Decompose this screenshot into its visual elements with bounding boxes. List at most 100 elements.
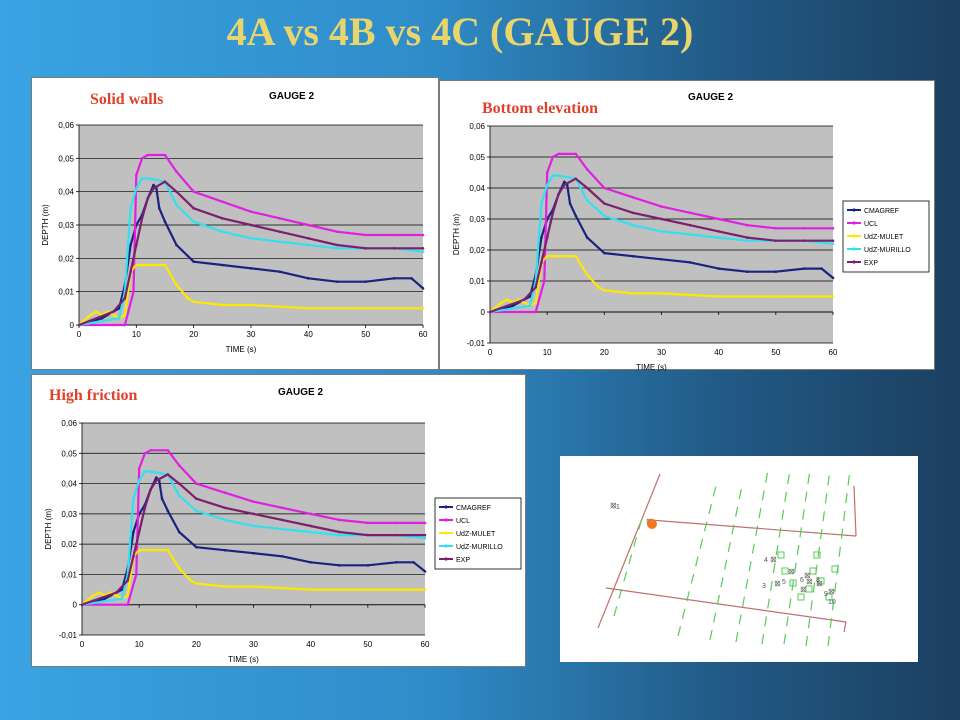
data-point-udz-murillo bbox=[528, 304, 532, 308]
data-point-ucl bbox=[223, 491, 227, 494]
data-point-cmagref bbox=[820, 267, 823, 270]
data-point-ucl bbox=[831, 227, 835, 230]
probe-box bbox=[817, 577, 825, 585]
data-point-exp bbox=[249, 223, 253, 227]
data-point-cmagref bbox=[278, 270, 281, 273]
data-point-cmagref bbox=[366, 564, 370, 567]
gauge-label: 6 bbox=[800, 577, 804, 584]
panel-label-solid-walls: Solid walls bbox=[90, 91, 164, 108]
data-point-udz-mulet bbox=[309, 588, 312, 591]
data-point-ucl bbox=[393, 233, 396, 237]
data-point-exp bbox=[123, 297, 127, 300]
data-point-exp bbox=[366, 533, 370, 537]
data-point-ucl bbox=[803, 227, 806, 230]
data-point-cmagref bbox=[163, 220, 167, 223]
legend-label: UdZ-MULET bbox=[456, 531, 496, 538]
data-point-ucl bbox=[307, 223, 310, 227]
data-point-ucl bbox=[364, 233, 367, 237]
data-point-exp bbox=[126, 579, 130, 582]
data-point-udz-mulet bbox=[603, 289, 606, 292]
data-point-cmagref bbox=[177, 530, 181, 534]
data-point-udz-mulet bbox=[166, 548, 170, 552]
y-tick-label: 0,01 bbox=[469, 277, 485, 286]
data-point-udz-mulet bbox=[597, 285, 600, 289]
data-point-udz-mulet bbox=[307, 307, 310, 310]
probe-box bbox=[797, 593, 805, 601]
x-tick-label: 30 bbox=[247, 330, 256, 339]
gauge-cross: ⊠ bbox=[770, 555, 777, 564]
gauge-label: 4 bbox=[764, 557, 768, 564]
data-point-exp bbox=[155, 479, 158, 482]
data-point-ucl bbox=[585, 168, 589, 171]
data-point-ucl bbox=[135, 573, 138, 576]
data-point-ucl bbox=[603, 186, 606, 190]
panel-label-bottom-elevation: Bottom elevation bbox=[482, 100, 598, 117]
data-point-ucl bbox=[126, 603, 130, 607]
data-point-ucl bbox=[252, 500, 255, 504]
data-point-exp bbox=[152, 187, 155, 190]
data-point-cmagref bbox=[364, 280, 367, 283]
data-point-cmagref bbox=[421, 287, 425, 290]
data-point-exp bbox=[774, 239, 778, 242]
data-point-exp bbox=[115, 591, 118, 594]
data-point-exp bbox=[280, 518, 284, 522]
data-point-udz-murillo bbox=[192, 220, 195, 223]
legend-marker bbox=[852, 247, 856, 251]
data-point-cmagref bbox=[717, 267, 720, 270]
data-point-udz-mulet bbox=[143, 548, 147, 552]
data-point-cmagref bbox=[511, 304, 515, 308]
data-point-cmagref bbox=[412, 561, 415, 564]
y-tick-label: 0,05 bbox=[469, 153, 485, 162]
data-point-udz-mulet bbox=[223, 585, 227, 588]
data-point-udz-mulet bbox=[137, 548, 141, 552]
data-point-udz-murillo bbox=[307, 243, 310, 247]
data-point-udz-mulet bbox=[517, 298, 520, 301]
data-point-udz-murillo bbox=[717, 236, 720, 239]
data-point-udz-murillo bbox=[423, 536, 427, 540]
data-point-exp bbox=[335, 243, 339, 247]
data-point-ucl bbox=[660, 205, 663, 208]
probe-box bbox=[813, 551, 821, 559]
data-point-ucl bbox=[175, 170, 178, 173]
data-point-cmagref bbox=[223, 548, 227, 552]
y-tick-label: 0,06 bbox=[469, 122, 485, 131]
data-point-ucl bbox=[221, 200, 224, 203]
legend-marker bbox=[444, 557, 448, 561]
y-axis-label: DEPTH (m) bbox=[41, 204, 50, 246]
x-tick-label: 0 bbox=[488, 348, 493, 357]
data-point-exp bbox=[563, 183, 566, 187]
data-point-udz-murillo bbox=[177, 494, 181, 497]
data-point-cmagref bbox=[395, 561, 398, 564]
data-point-cmagref bbox=[166, 509, 170, 513]
data-point-exp bbox=[307, 237, 310, 240]
gauge-label: 1 bbox=[616, 504, 620, 511]
data-point-exp bbox=[223, 506, 227, 510]
data-point-ucl bbox=[177, 464, 181, 467]
y-tick-label: 0,03 bbox=[58, 221, 74, 230]
data-point-ucl bbox=[195, 482, 198, 485]
y-axis-label: DEPTH (m) bbox=[44, 508, 53, 550]
data-point-udz-mulet bbox=[163, 263, 167, 267]
data-point-udz-murillo bbox=[278, 240, 281, 243]
data-point-cmagref bbox=[631, 254, 635, 258]
legend-marker bbox=[444, 531, 448, 535]
x-tick-label: 20 bbox=[192, 640, 201, 649]
data-point-cmagref bbox=[410, 277, 413, 280]
legend-marker bbox=[444, 518, 448, 522]
data-point-ucl bbox=[123, 323, 127, 327]
data-point-exp bbox=[423, 533, 427, 537]
gauge-cross: ⊠ bbox=[800, 585, 807, 594]
x-tick-label: 10 bbox=[543, 348, 552, 357]
data-point-cmagref bbox=[252, 551, 255, 555]
data-point-ucl bbox=[366, 521, 370, 525]
data-point-exp bbox=[364, 247, 367, 250]
gauge-cross: ⊠ bbox=[828, 587, 835, 596]
data-point-cmagref bbox=[280, 554, 284, 558]
y-tick-label: 0 bbox=[481, 308, 486, 317]
data-point-udz-murillo bbox=[137, 479, 141, 482]
data-point-cmagref bbox=[603, 251, 606, 255]
x-tick-label: 20 bbox=[600, 348, 609, 357]
legend-marker bbox=[852, 260, 856, 264]
data-point-ucl bbox=[688, 211, 692, 215]
